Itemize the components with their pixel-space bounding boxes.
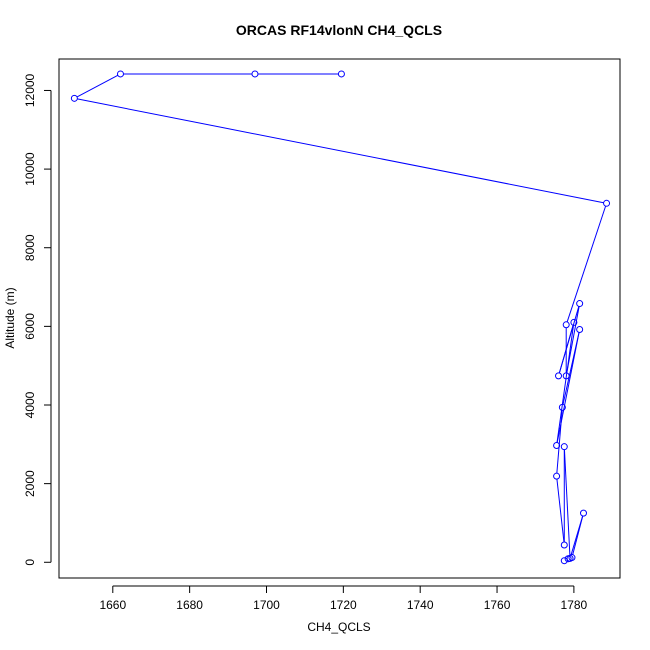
series-line-segment <box>77 98 604 204</box>
data-point <box>251 70 259 78</box>
y-axis: 0 2000 4000 6000 8000 10000 12000 <box>23 73 52 566</box>
data-point <box>562 321 570 329</box>
series-line-segment <box>562 332 580 405</box>
x-tick-label: 1740 <box>407 598 434 612</box>
series-line-segment <box>566 205 607 323</box>
y-tick-label: 12000 <box>23 73 37 107</box>
series-ch4-altitude <box>70 70 611 565</box>
series-line-segment <box>556 410 563 474</box>
data-point <box>560 557 568 565</box>
y-tick-label: 0 <box>23 559 37 566</box>
y-tick-label: 8000 <box>23 234 37 261</box>
x-tick-label: 1760 <box>484 598 511 612</box>
series-line-segment <box>563 449 571 556</box>
data-point <box>553 472 561 480</box>
series-line-segment <box>76 74 119 98</box>
y-tick-label: 4000 <box>23 391 37 418</box>
data-point <box>553 441 561 449</box>
x-axis: 1660 1680 1700 1720 1740 1760 1780 <box>99 585 588 612</box>
data-point <box>560 541 568 549</box>
data-point <box>560 443 568 451</box>
data-point <box>568 554 576 562</box>
y-tick-label: 10000 <box>23 152 37 186</box>
x-axis-label: CH4_QCLS <box>307 620 370 634</box>
x-tick-label: 1780 <box>561 598 588 612</box>
data-point <box>576 326 584 334</box>
y-tick-label: 6000 <box>23 313 37 340</box>
data-point <box>570 318 578 326</box>
series-line-segment <box>572 515 584 555</box>
x-tick-label: 1680 <box>176 598 203 612</box>
data-point <box>576 300 584 308</box>
data-point <box>116 70 124 78</box>
data-point <box>579 509 587 517</box>
data-point <box>558 403 566 411</box>
chart-title: ORCAS RF14vlonN CH4_QCLS <box>236 22 442 38</box>
x-tick-label: 1720 <box>330 598 357 612</box>
data-point <box>337 70 345 78</box>
data-point <box>70 94 78 102</box>
data-point <box>562 372 570 380</box>
plot-frame <box>58 58 621 579</box>
x-tick-label: 1700 <box>253 598 280 612</box>
series-line-segment <box>556 479 565 543</box>
series-line-segment <box>556 325 574 443</box>
y-axis-label: Altitude (m) <box>3 287 17 348</box>
data-point <box>603 199 611 207</box>
x-tick-label: 1660 <box>99 598 126 612</box>
y-tick-label: 2000 <box>23 470 37 497</box>
data-point <box>555 372 563 380</box>
data-point <box>564 555 572 563</box>
series-line-segment <box>558 325 574 374</box>
